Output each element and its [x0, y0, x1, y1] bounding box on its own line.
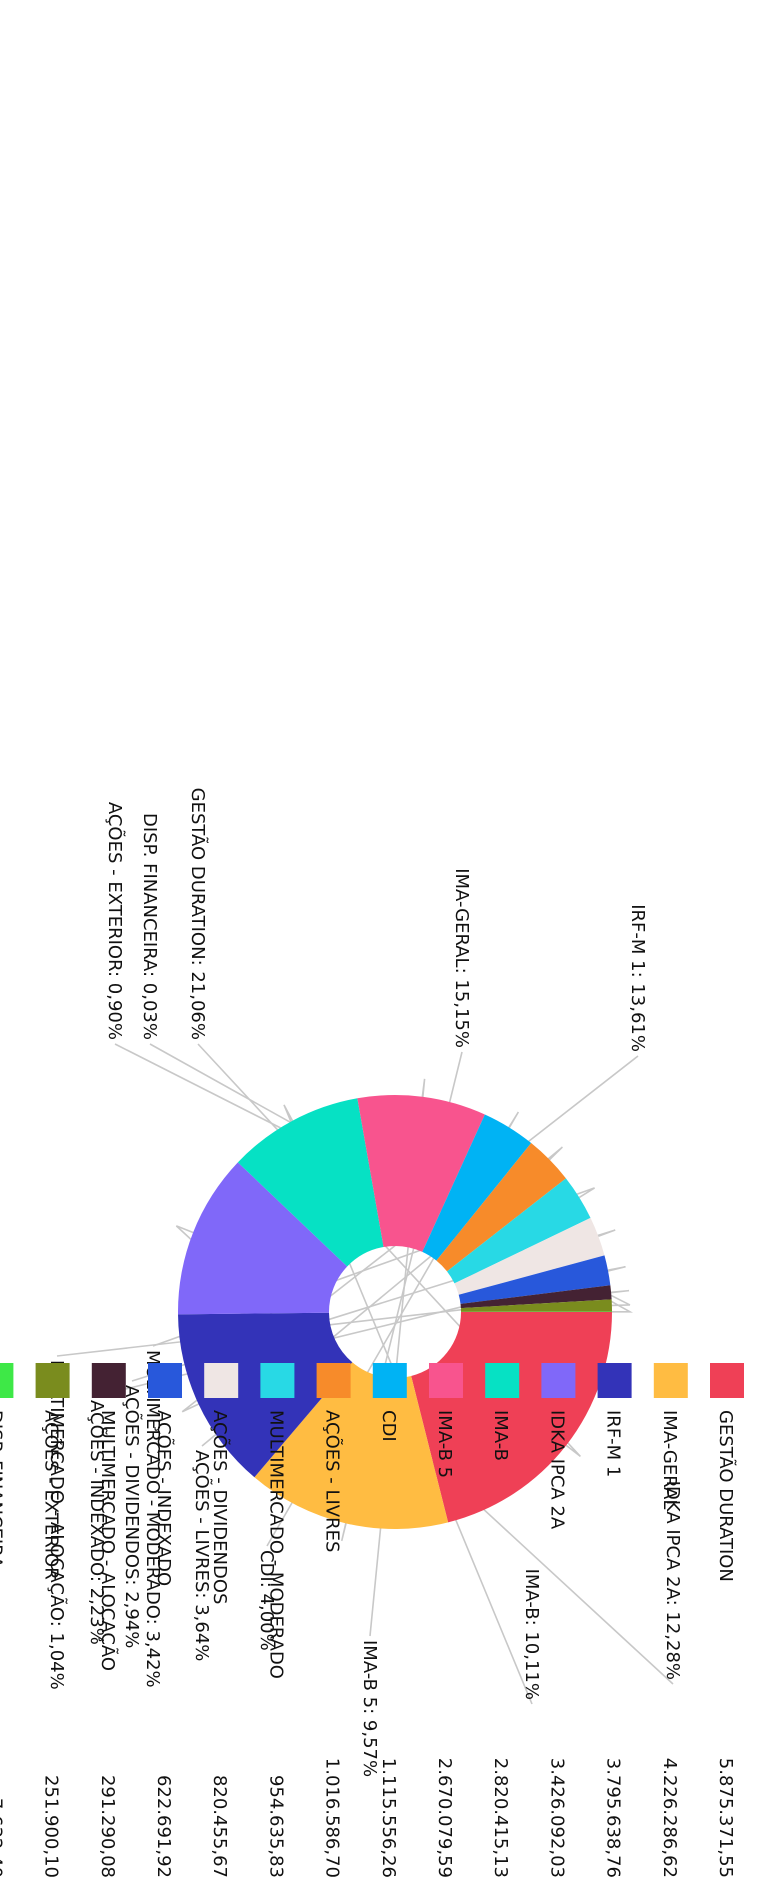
- slice-label-disp-financeira: DISP. FINANCEIRA: 0,03%: [139, 813, 160, 1040]
- legend-swatch-acoes-dividendos: [204, 1363, 238, 1398]
- legend-value-multimercado-moderado: 954.635,83: [265, 1775, 286, 1878]
- legend-swatch-multimercado-alocacao: [92, 1363, 126, 1398]
- slice-label-acoes-exterior: AÇÕES - EXTERIOR: 0,90%: [104, 802, 126, 1040]
- slice-label-acoes-dividendos: AÇÕES - DIVIDENDOS: 2,94%: [121, 1385, 143, 1648]
- legend-value-acoes-indexado: 622.691,92: [153, 1775, 174, 1878]
- slice-label-gestao-duration: GESTÃO DURATION: 21,06%: [187, 788, 209, 1040]
- legend-label-acoes-indexado: AÇÕES - INDEXADO: [153, 1410, 175, 1586]
- legend-swatch-irf-m-1: [598, 1363, 632, 1398]
- legend-value-idka-ipca-2a: 3.426.092,03: [546, 1758, 567, 1878]
- legend-value-cdi: 1.115.556,26: [378, 1758, 399, 1878]
- legend-value-irf-m-1: 3.795.638,76: [603, 1758, 624, 1878]
- legend-label-irf-m-1: IRF-M 1: [603, 1410, 624, 1477]
- legend-label-ima-geral: IMA-GERAL: [659, 1410, 680, 1509]
- legend-swatch-acoes-indexado: [148, 1363, 182, 1398]
- legend-swatch-acoes-exterior: [36, 1363, 70, 1398]
- legend-swatch-ima-b: [485, 1363, 519, 1398]
- slice-label-idka-ipca-2a: IDKA IPCA 2A: 12,28%: [662, 1481, 683, 1680]
- legend-swatch-multimercado-moderado: [260, 1363, 294, 1398]
- legend-swatch-cdi: [373, 1363, 407, 1398]
- legend-value-acoes-exterior: 251.900,10: [41, 1775, 62, 1878]
- legend-value-acoes-dividendos: 820.455,67: [209, 1775, 230, 1878]
- legend-swatch-disp-financeira: [0, 1363, 13, 1398]
- legend-label-acoes-dividendos: AÇÕES - DIVIDENDOS: [209, 1410, 231, 1604]
- legend-label-idka-ipca-2a: IDKA IPCA 2A: [546, 1410, 567, 1530]
- legend-value-ima-b-5: 2.670.079,59: [434, 1758, 455, 1878]
- legend-swatch-ima-geral: [654, 1363, 688, 1398]
- slice-label-ima-b-5: IMA-B 5: 9,57%: [359, 1640, 380, 1777]
- legend-value-gestao-duration: 5.875.371,55: [715, 1758, 736, 1878]
- legend-label-multimercado-moderado: MULTIMERCADO - MODERADO: [265, 1410, 286, 1679]
- legend-label-multimercado-alocacao: MULTIMERCADO - ALOCAÇÃO: [97, 1410, 119, 1671]
- legend-value-acoes-livres: 1.016.586,70: [322, 1758, 343, 1878]
- legend-label-disp-financeira: DISP. FINANCEIRA: [0, 1410, 5, 1569]
- legend-value-multimercado-alocacao: 291.290,08: [97, 1775, 118, 1878]
- legend-swatch-acoes-livres: [317, 1363, 351, 1398]
- slice-label-ima-geral: IMA-GERAL: 15,15%: [451, 868, 472, 1048]
- legend-swatch-idka-ipca-2a: [541, 1363, 575, 1398]
- legend-label-ima-b: IMA-B: [490, 1410, 511, 1461]
- slice-label-ima-b: IMA-B: 10,11%: [521, 1569, 542, 1700]
- legend-label-cdi: CDI: [378, 1410, 399, 1442]
- legend-value-disp-financeira: 7.632,40: [0, 1798, 5, 1878]
- legend-label-acoes-livres: AÇÕES - LIVRES: [322, 1410, 344, 1552]
- slice-label-irf-m-1: IRF-M 1: 13,61%: [627, 904, 648, 1052]
- legend-label-ima-b-5: IMA-B 5: [434, 1410, 455, 1478]
- legend-value-ima-geral: 4.226.286,62: [659, 1758, 680, 1878]
- legend-label-acoes-exterior: AÇÕES - EXTERIOR: [41, 1410, 63, 1580]
- legend-swatch-ima-b-5: [429, 1363, 463, 1398]
- legend-swatch-gestao-duration: [710, 1363, 744, 1398]
- legend-value-ima-b: 2.820.415,13: [490, 1758, 511, 1878]
- legend-label-gestao-duration: GESTÃO DURATION: [715, 1410, 737, 1582]
